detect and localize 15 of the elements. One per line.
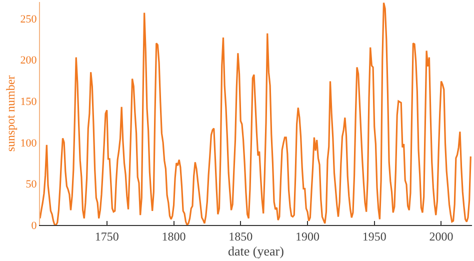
line-series	[40, 2, 472, 225]
y-tick-label: 250	[20, 13, 38, 26]
x-tick-label: 1850	[228, 229, 253, 244]
x-axis-title: date (year)	[228, 243, 284, 258]
y-tick-label: 100	[20, 137, 38, 150]
x-tick-label: 1900	[295, 229, 320, 244]
y-tick-label: 50	[26, 178, 38, 191]
y-tick-label: 0	[31, 220, 38, 232]
x-tick-label: 2000	[429, 229, 454, 244]
y-axis-title: sunspot number	[4, 75, 18, 152]
x-tick-label: 1950	[362, 229, 386, 244]
x-tick-label: 1800	[162, 229, 186, 244]
y-tick-label: 150	[20, 96, 38, 108]
x-tick-label: 1750	[94, 229, 119, 244]
y-tick-label: 200	[20, 54, 38, 67]
